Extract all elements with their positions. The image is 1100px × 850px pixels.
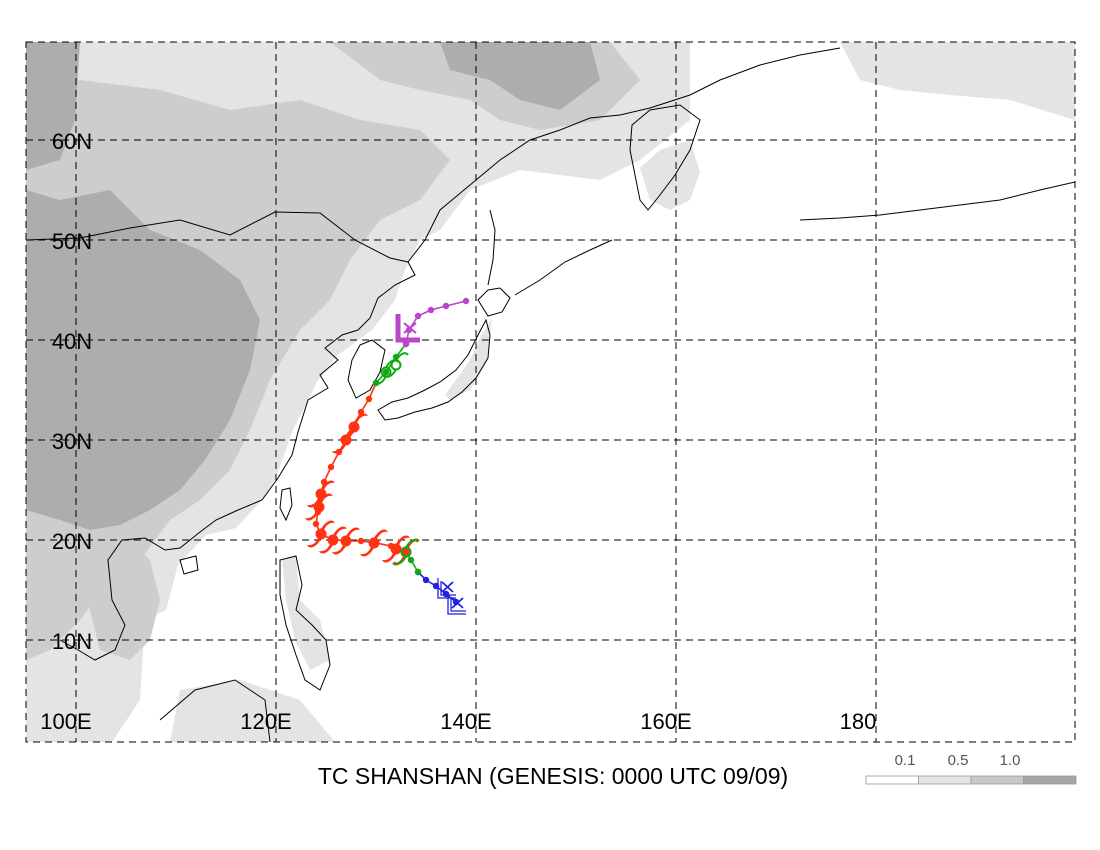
coastline-borneo — [159, 679, 271, 742]
shading-legend: 0.1 0.5 1.0 — [865, 752, 1077, 785]
lat-label-30n: 30N — [52, 429, 92, 454]
track-point — [422, 576, 430, 584]
coastline-japan — [377, 318, 491, 421]
track-point — [357, 408, 365, 416]
shade-light-southeast-asia — [170, 680, 335, 742]
typhoon-symbol-icon — [319, 526, 347, 554]
longitude-labels: 100E 120E 140E 160E 180 — [40, 709, 876, 734]
tropical-depression-symbol-icon — [447, 594, 466, 615]
extratropical-symbol-icon — [395, 314, 420, 343]
lat-label-50n: 50N — [52, 229, 92, 254]
track-point — [312, 520, 320, 528]
lon-label-160e: 160E — [640, 709, 691, 734]
typhoon-symbol-icon — [382, 535, 410, 563]
lat-label-40n: 40N — [52, 329, 92, 354]
track-point — [327, 463, 335, 471]
coastline-sakhalin — [487, 209, 496, 286]
coastline-asia — [26, 211, 416, 661]
lat-label-10n: 10N — [52, 629, 92, 654]
typhoon-symbol-icon — [332, 527, 360, 555]
storm-symbols — [305, 314, 466, 615]
lon-label-120e: 120E — [240, 709, 291, 734]
tropical-depression-symbol-icon — [437, 578, 456, 599]
shade-mid-indochina — [90, 530, 160, 660]
legend-swatch — [970, 775, 1024, 785]
typhoon-symbol-icon — [307, 480, 335, 508]
legend-swatch — [918, 775, 972, 785]
shade-light-japan — [445, 318, 492, 400]
shade-dark-tibet-edge — [26, 42, 80, 170]
lat-label-20n: 20N — [52, 529, 92, 554]
lon-label-180: 180 — [840, 709, 877, 734]
shade-light-alaska — [840, 42, 1075, 120]
coastline-kamchatka — [629, 104, 701, 211]
legend-color-bar — [865, 775, 1077, 785]
lat-label-60n: 60N — [52, 129, 92, 154]
track-point — [365, 395, 373, 403]
tropical-storm-symbol-icon — [393, 539, 419, 565]
track-point — [462, 297, 470, 305]
coastline-kuril — [514, 239, 613, 296]
track-point — [427, 306, 435, 314]
lon-label-100e: 100E — [40, 709, 91, 734]
coastline-korea — [347, 339, 386, 399]
coastline-hainan — [179, 555, 199, 575]
track-point — [382, 368, 390, 376]
legend-label-0-5: 0.5 — [948, 752, 969, 769]
legend-label-1-0: 1.0 — [1000, 752, 1021, 769]
latitude-labels: 60N 50N 40N 30N 20N 10N — [52, 129, 92, 654]
coastline-taiwan — [279, 487, 293, 522]
coastlines — [26, 47, 1075, 742]
lon-label-140e: 140E — [440, 709, 491, 734]
shade-dark-region — [26, 190, 260, 530]
coastline-hokkaido — [477, 287, 511, 317]
track-point — [414, 568, 422, 576]
map-title: TC SHANSHAN (GENESIS: 0000 UTC 09/09) — [318, 763, 788, 789]
legend-label-0-1: 0.1 — [895, 752, 916, 769]
shade-dark-north — [440, 42, 600, 110]
typhoon-symbol-icon — [340, 413, 368, 441]
coastline-russia-east — [407, 47, 841, 263]
precipitation-shading — [26, 42, 1075, 742]
track-point — [357, 537, 365, 545]
typhoon-symbol-icon — [360, 529, 388, 557]
typhoon-symbol-icon — [307, 520, 335, 548]
track-point — [407, 556, 415, 564]
legend-swatch — [1023, 775, 1077, 785]
shade-light-philippines — [282, 556, 330, 670]
legend-swatch — [865, 775, 919, 785]
track-point — [414, 312, 422, 320]
graticule — [26, 42, 1075, 742]
track-point — [442, 302, 450, 310]
map-frame — [25, 41, 1076, 743]
coastline-philippines — [279, 555, 331, 691]
coastline-aleutians — [799, 181, 1075, 221]
tropical-storm-symbol-icon — [373, 359, 399, 385]
